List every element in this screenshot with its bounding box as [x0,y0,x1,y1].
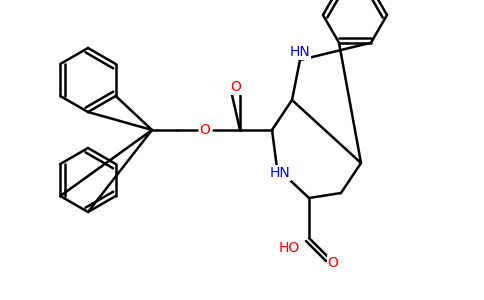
Text: O: O [199,123,211,137]
Text: O: O [328,256,338,270]
Text: O: O [230,80,242,94]
Text: HN: HN [289,45,310,59]
Text: HN: HN [270,166,290,180]
Text: HO: HO [278,241,300,255]
